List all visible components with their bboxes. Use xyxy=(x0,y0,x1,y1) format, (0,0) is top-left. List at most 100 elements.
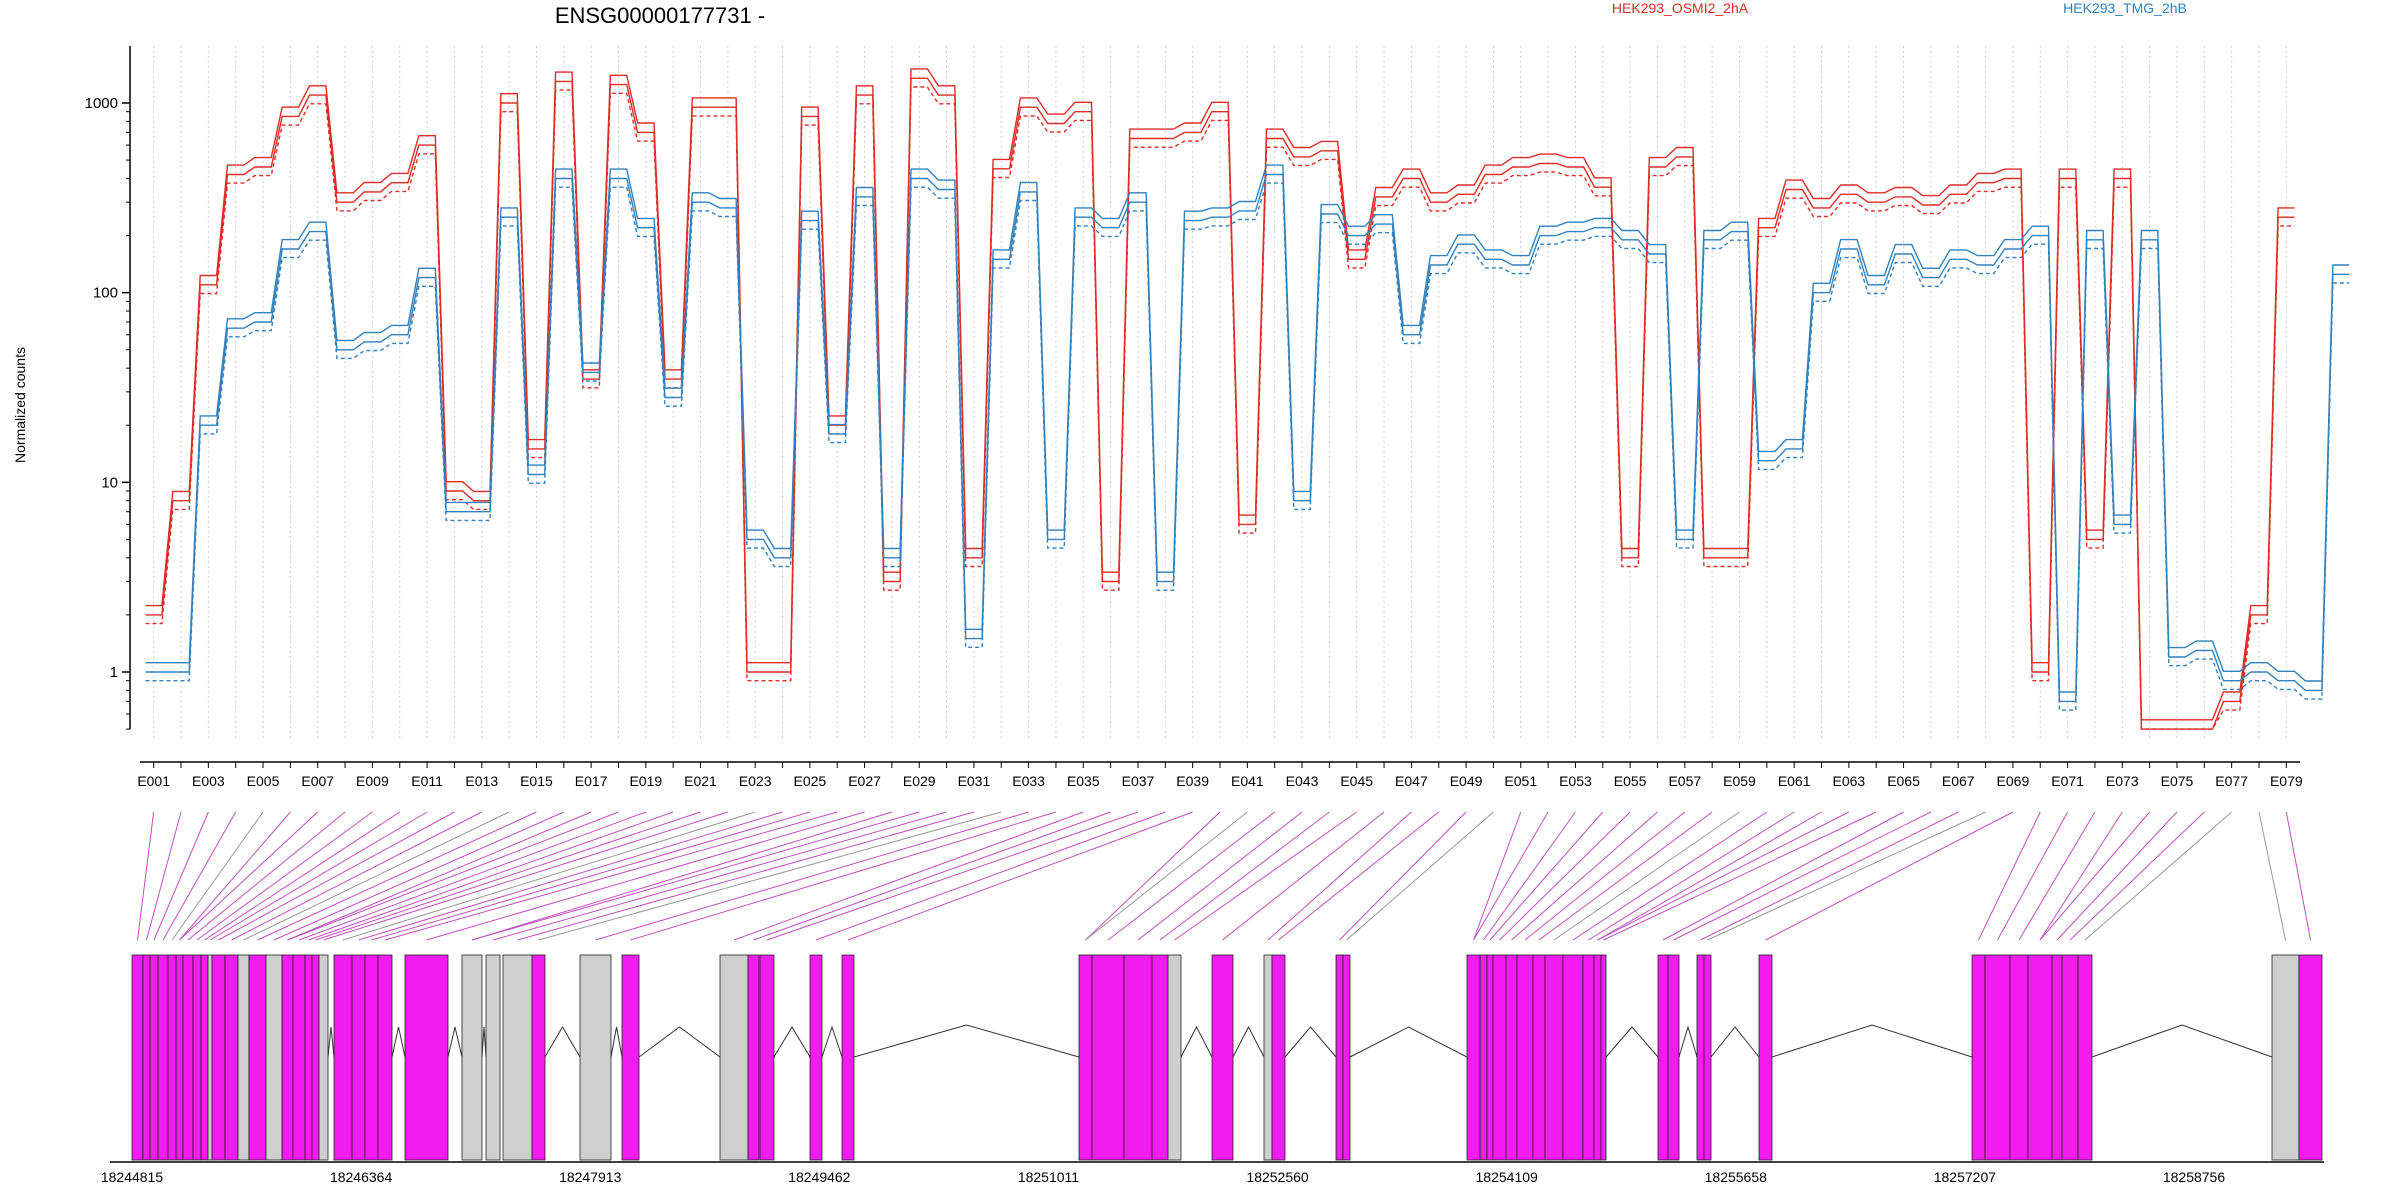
exon-block-noncounted xyxy=(502,954,533,1161)
exon-connector xyxy=(1339,811,1467,941)
exon-connector xyxy=(1707,811,1986,941)
exon-connector xyxy=(171,811,264,941)
exon-block xyxy=(1492,954,1507,1161)
intron-line xyxy=(2091,1024,2273,1058)
exon-block xyxy=(759,954,775,1161)
exon-block xyxy=(192,954,202,1161)
exon-label: E003 xyxy=(192,773,225,789)
exon-label: E029 xyxy=(903,773,936,789)
exon-block xyxy=(142,954,151,1161)
exon-block-noncounted xyxy=(2271,954,2300,1161)
exon-block xyxy=(2009,954,2029,1161)
intron-line xyxy=(327,1026,335,1058)
exon-block xyxy=(351,954,366,1161)
exon-connector xyxy=(1085,811,1248,941)
exon-label: E045 xyxy=(1340,773,1373,789)
chart-title: ENSG00000177731 - xyxy=(555,3,765,28)
exon-block xyxy=(1211,954,1234,1161)
exon-connector xyxy=(1159,811,1330,941)
exon-block xyxy=(404,954,449,1161)
y-axis: 1 10 100 1000 xyxy=(85,45,131,730)
exon-label: E025 xyxy=(794,773,827,789)
intron-line xyxy=(1771,1024,1973,1058)
exon-block xyxy=(1505,954,1518,1161)
exon-block xyxy=(531,954,546,1161)
exon-connector xyxy=(1603,811,1877,941)
genome-tick-label: 18247913 xyxy=(559,1169,622,1185)
exon-connector xyxy=(273,811,564,941)
exon-connector xyxy=(287,811,592,941)
exon-block xyxy=(1562,954,1584,1161)
exon-label: E057 xyxy=(1668,773,1701,789)
exon-connector xyxy=(137,811,155,941)
exon-connector xyxy=(1765,811,2014,941)
exon-block xyxy=(2051,954,2063,1161)
exon-block xyxy=(2027,954,2053,1161)
exon-label: E023 xyxy=(739,773,772,789)
exon-connector xyxy=(243,811,510,941)
exon-connector xyxy=(1473,811,1549,941)
exon-connector xyxy=(179,811,319,941)
genome-tick-label: 18254109 xyxy=(1476,1169,1539,1185)
exon-block xyxy=(281,954,294,1161)
exon-connector xyxy=(371,811,811,941)
exon-label: E001 xyxy=(137,773,170,789)
genome-tick-label: 18255658 xyxy=(1705,1169,1768,1185)
exon-label: E037 xyxy=(1122,773,1155,789)
exon-connector xyxy=(815,811,1166,941)
exon-block xyxy=(621,954,640,1161)
exon-block xyxy=(1479,954,1488,1161)
intron-line xyxy=(391,1026,406,1058)
exon-block xyxy=(1544,954,1564,1161)
exon-axis: E001 E003 E005 E007 E009 E011 E013 E015 E017 E019… xyxy=(137,761,2303,789)
exon-connector xyxy=(1222,811,1385,941)
exon-label: E051 xyxy=(1504,773,1537,789)
y-tick-label: 1 xyxy=(110,664,118,681)
exon-block xyxy=(167,954,177,1161)
y-tick-label: 1000 xyxy=(85,95,118,112)
exon-block xyxy=(292,954,306,1161)
exon-connector xyxy=(153,811,209,941)
exon-block-noncounted xyxy=(719,954,749,1161)
exon-block-noncounted xyxy=(207,954,213,1161)
intron-line xyxy=(638,1026,721,1058)
exon-label: E015 xyxy=(520,773,553,789)
exon-block xyxy=(1091,954,1125,1161)
exon-connector xyxy=(2039,811,2123,941)
exon-label: E061 xyxy=(1778,773,1811,789)
exon-connector xyxy=(2285,811,2311,941)
exon-block-noncounted xyxy=(1167,954,1182,1161)
exon-connector xyxy=(1346,811,1494,941)
exon-gridlines xyxy=(153,45,2287,740)
series-line-tmg xyxy=(145,173,2350,703)
genome-axis: 18244815 18246364 18247913 18249462 18251011… xyxy=(101,1161,2324,1185)
intron-line xyxy=(1678,1025,1698,1058)
exon-block xyxy=(2298,954,2323,1161)
exon-connector xyxy=(146,811,182,941)
exon-block-noncounted xyxy=(579,954,612,1161)
exon-block xyxy=(1593,954,1602,1161)
exon-label: E063 xyxy=(1833,773,1866,789)
exon-connector xyxy=(384,811,838,941)
exon-block xyxy=(809,954,823,1161)
exon-label: E035 xyxy=(1067,773,1100,789)
exon-block-noncounted xyxy=(461,954,483,1161)
exon-connector xyxy=(1997,811,2069,941)
y-tick-label: 100 xyxy=(93,285,118,302)
exon-connector xyxy=(1483,811,1576,941)
exon-label: E039 xyxy=(1176,773,1209,789)
y-tick-label: 10 xyxy=(101,474,118,491)
exon-label: E021 xyxy=(684,773,717,789)
y-axis-label: Normalized counts xyxy=(12,347,28,463)
exon-label: E019 xyxy=(629,773,662,789)
exon-block xyxy=(200,954,209,1161)
exon-block xyxy=(1466,954,1481,1161)
exon-connector xyxy=(1572,811,1768,941)
exon-block xyxy=(1516,954,1534,1161)
exon-label: E067 xyxy=(1942,773,1975,789)
series-lines xyxy=(145,68,2350,730)
exon-connector xyxy=(323,811,728,941)
exon-connector xyxy=(492,811,947,941)
exon-block xyxy=(1271,954,1286,1161)
exon-label: E027 xyxy=(848,773,881,789)
